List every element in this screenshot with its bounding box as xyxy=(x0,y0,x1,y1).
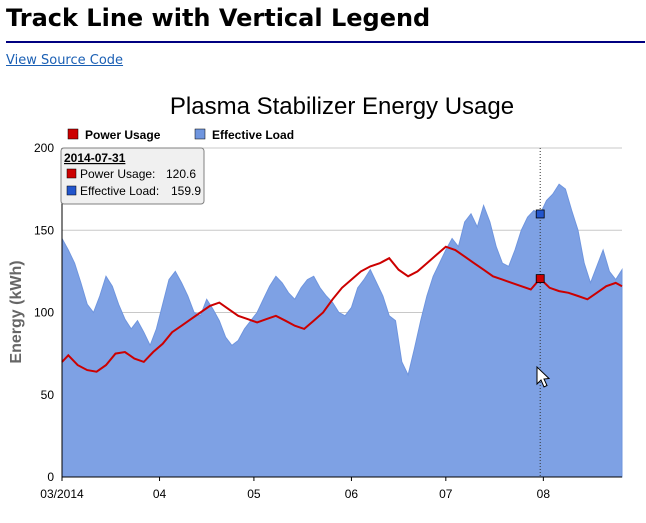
y-tick-label-200: 200 xyxy=(34,141,54,155)
x-axis: 03/2014 04 05 06 07 08 xyxy=(40,476,622,501)
title-divider xyxy=(6,41,645,43)
view-source-code-link[interactable]: View Source Code xyxy=(6,53,124,68)
energy-usage-chart[interactable]: Plasma Stabilizer Energy Usage Power Usa… xyxy=(0,80,646,520)
page-title: Track Line with Vertical Legend xyxy=(6,4,431,32)
tooltip-swatch-effective-load xyxy=(66,185,77,196)
x-tick-label-2: 05 xyxy=(247,487,261,501)
legend-item-power-usage[interactable]: Power Usage xyxy=(67,128,161,142)
tracker-marker-effective-load xyxy=(535,209,545,219)
y-tick-label-100: 100 xyxy=(34,306,54,320)
chart-legend: Power Usage Effective Load xyxy=(67,128,294,142)
legend-label-power-usage: Power Usage xyxy=(85,128,161,142)
y-tick-label-50: 50 xyxy=(41,388,55,402)
mouse-cursor-icon xyxy=(536,365,551,388)
x-tick-label-4: 07 xyxy=(439,487,453,501)
tracker xyxy=(535,148,545,477)
tooltip-date: 2014-07-31 xyxy=(64,151,126,165)
tooltip-swatch-power-usage xyxy=(66,168,77,179)
legend-swatch-power-usage xyxy=(67,128,79,140)
tooltip-box xyxy=(60,147,205,205)
x-tick-label-0: 03/2014 xyxy=(40,487,84,501)
y-tick-label-0: 0 xyxy=(47,470,54,484)
x-tick-label-1: 04 xyxy=(153,487,167,501)
y-tick-label-150: 150 xyxy=(34,223,54,237)
y-axis-label: Energy (kWh) xyxy=(8,260,25,363)
y-axis: 0 50 100 150 200 xyxy=(34,141,63,484)
tooltip-value-power-usage: 120.6 xyxy=(166,167,196,181)
legend-label-effective-load: Effective Load xyxy=(212,128,294,142)
x-tick-label-3: 06 xyxy=(345,487,359,501)
chart-title: Plasma Stabilizer Energy Usage xyxy=(170,93,514,120)
tracker-tooltip: 2014-07-31 Power Usage: 120.6 Effective … xyxy=(60,147,205,205)
tooltip-label-effective-load: Effective Load: xyxy=(80,184,159,198)
series-line-power-usage xyxy=(61,245,623,373)
tooltip-label-power-usage: Power Usage: xyxy=(80,167,155,181)
series-area-effective-load xyxy=(61,183,623,478)
tracker-marker-power-usage xyxy=(535,274,545,284)
x-tick-label-5: 08 xyxy=(537,487,551,501)
legend-swatch-effective-load xyxy=(194,128,206,140)
legend-item-effective-load[interactable]: Effective Load xyxy=(194,128,294,142)
tooltip-value-effective-load: 159.9 xyxy=(171,184,201,198)
